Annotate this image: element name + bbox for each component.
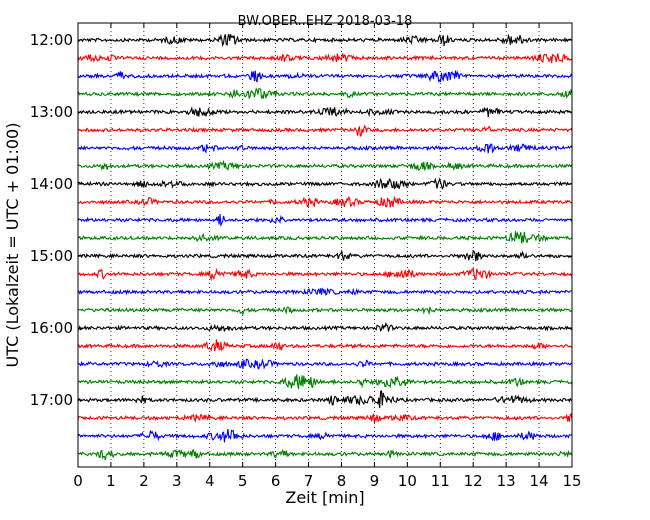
trace-1730 (77, 428, 573, 443)
y-tick-labels: 12:00 13:00 14:00 15:00 16:00 17:00 (30, 31, 73, 409)
tick-marks (77, 23, 573, 467)
y-tick-label: 13:00 (30, 103, 73, 121)
x-tick-label: 6 (271, 472, 281, 490)
plot-frame (77, 22, 573, 468)
trace-1215 (77, 53, 573, 64)
x-tick-label: 13 (497, 472, 516, 490)
x-tick-label: 9 (370, 472, 380, 490)
trace-1745 (77, 448, 573, 461)
trace-layer (77, 33, 573, 461)
y-tick-label: 16:00 (30, 319, 73, 337)
trace-1645 (77, 374, 573, 390)
trace-1200 (77, 33, 573, 48)
trace-1515 (77, 266, 573, 282)
x-tick-label: 1 (106, 472, 116, 490)
x-tick-label: 14 (530, 472, 549, 490)
y-tick-label: 17:00 (30, 391, 73, 409)
x-tick-labels: 0 1 2 3 4 5 6 7 8 9 10 11 12 13 14 15 (73, 472, 581, 490)
chart-title: BW.OBER..EHZ 2018-03-18 (238, 14, 413, 29)
trace-1545 (77, 306, 573, 316)
trace-1715 (77, 412, 573, 424)
trace-1530 (77, 287, 573, 296)
x-tick-label: 8 (337, 472, 347, 490)
trace-1630 (77, 358, 573, 370)
trace-1230 (77, 70, 573, 84)
x-tick-label: 15 (562, 472, 581, 490)
trace-1615 (77, 339, 573, 352)
x-tick-label: 0 (73, 472, 83, 490)
trace-1415 (77, 195, 573, 208)
x-tick-label: 2 (139, 472, 149, 490)
trace-1245 (77, 87, 573, 100)
y-tick-label: 15:00 (30, 247, 73, 265)
trace-1500 (77, 249, 573, 262)
y-tick-label: 14:00 (30, 175, 73, 193)
trace-1315 (77, 124, 573, 138)
y-axis-label: UTC (Lokalzeit = UTC + 01:00) (3, 123, 22, 368)
trace-1345 (77, 159, 573, 172)
trace-1700 (77, 389, 573, 409)
x-tick-label: 4 (205, 472, 215, 490)
x-tick-label: 5 (238, 472, 248, 490)
x-tick-label: 7 (304, 472, 314, 490)
trace-1300 (77, 106, 573, 117)
x-tick-label: 12 (464, 472, 483, 490)
trace-1600 (77, 322, 573, 332)
trace-1400 (77, 177, 573, 190)
x-tick-label: 3 (172, 472, 182, 490)
x-axis-label: Zeit [min] (285, 488, 364, 507)
trace-1430 (77, 213, 573, 228)
trace-1445 (77, 231, 573, 244)
trace-1330 (77, 143, 573, 154)
x-tick-label: 10 (398, 472, 417, 490)
x-tick-label: 11 (431, 472, 450, 490)
y-tick-label: 12:00 (30, 31, 73, 49)
